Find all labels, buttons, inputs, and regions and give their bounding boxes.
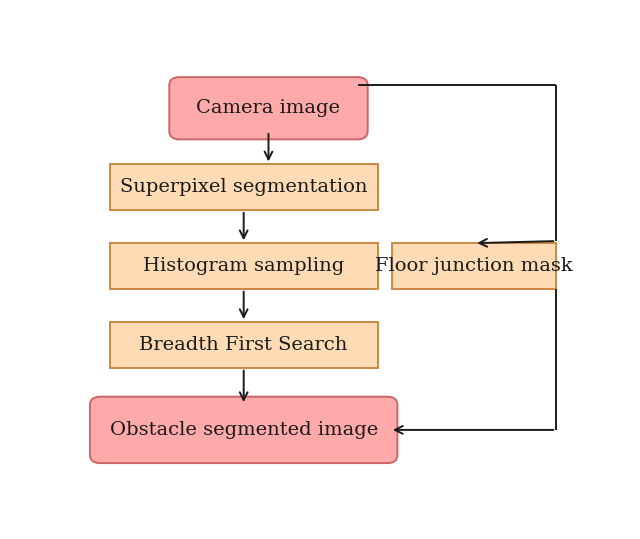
Text: Camera image: Camera image [196, 99, 340, 118]
FancyBboxPatch shape [110, 243, 378, 289]
Text: Floor junction mask: Floor junction mask [376, 257, 573, 275]
FancyBboxPatch shape [170, 77, 367, 140]
FancyBboxPatch shape [110, 322, 378, 368]
Text: Superpixel segmentation: Superpixel segmentation [120, 178, 367, 196]
FancyBboxPatch shape [90, 397, 397, 463]
Text: Breadth First Search: Breadth First Search [140, 336, 348, 354]
FancyBboxPatch shape [392, 243, 556, 289]
Text: Histogram sampling: Histogram sampling [143, 257, 344, 275]
FancyBboxPatch shape [110, 164, 378, 210]
Text: Obstacle segmented image: Obstacle segmented image [109, 421, 378, 439]
